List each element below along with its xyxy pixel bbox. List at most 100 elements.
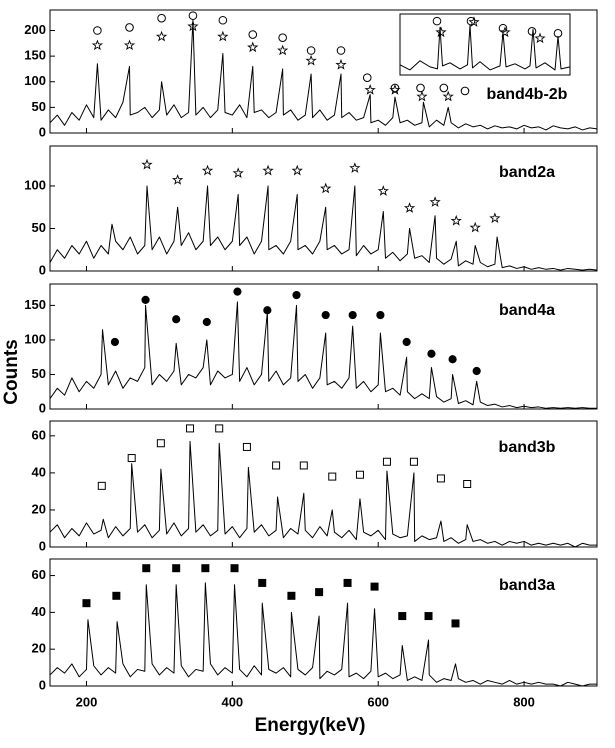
y-tick-label: 200: [24, 22, 46, 37]
y-tick-label: 100: [24, 331, 46, 346]
marker: [127, 454, 136, 463]
marker: [469, 221, 481, 233]
marker: [427, 349, 436, 358]
marker: [448, 355, 457, 364]
marker: [376, 310, 385, 320]
marker: [348, 310, 357, 320]
marker: [451, 619, 460, 628]
panel-label: band3a: [499, 577, 555, 594]
y-tick-label: 0: [39, 124, 46, 139]
marker: [202, 317, 211, 327]
marker: [499, 26, 511, 38]
y-tick-label: 0: [39, 538, 46, 553]
marker: [328, 472, 337, 481]
marker: [435, 26, 447, 38]
marker: [460, 86, 470, 96]
marker: [336, 46, 346, 55]
marker: [534, 32, 546, 44]
y-tick-label: 20: [32, 641, 46, 656]
marker: [382, 457, 391, 466]
marker: [315, 588, 324, 597]
panel-frame: [49, 558, 598, 687]
marker: [248, 30, 258, 39]
panel-frame: [49, 9, 598, 134]
marker: [125, 23, 134, 32]
marker: [232, 167, 244, 178]
marker: [335, 58, 347, 70]
marker: [364, 84, 376, 95]
marker: [278, 33, 287, 42]
panel-label: band2a: [499, 164, 555, 181]
marker: [305, 54, 317, 66]
marker: [188, 11, 198, 20]
marker: [123, 39, 136, 51]
marker: [527, 26, 537, 36]
marker: [215, 424, 224, 433]
x-tick-label: 800: [513, 694, 535, 709]
marker: [466, 16, 476, 26]
marker: [320, 182, 332, 194]
marker: [442, 90, 454, 102]
marker: [424, 612, 433, 621]
marker: [553, 29, 563, 38]
panel-frame: [49, 420, 598, 548]
marker: [489, 212, 501, 224]
marker: [370, 582, 379, 591]
marker: [233, 287, 242, 296]
marker: [172, 174, 184, 185]
marker: [93, 26, 102, 35]
marker: [110, 337, 120, 347]
spectrum-line: [49, 185, 598, 271]
marker: [91, 39, 104, 51]
panel-label: band3b: [499, 439, 556, 456]
marker: [403, 202, 416, 213]
marker: [409, 457, 418, 466]
y-tick-label: 100: [24, 73, 46, 88]
panel-label: band4a: [499, 302, 555, 319]
marker: [157, 13, 166, 23]
y-tick-label: 40: [32, 464, 46, 479]
marker: [201, 564, 210, 573]
marker: [258, 578, 267, 587]
y-tick-label: 20: [32, 501, 46, 516]
marker: [468, 16, 480, 27]
marker: [141, 158, 153, 170]
x-tick-label: 400: [221, 694, 243, 709]
y-tick-label: 60: [32, 427, 46, 442]
marker: [450, 214, 462, 226]
marker: [343, 578, 352, 587]
marker: [142, 564, 151, 573]
marker: [262, 164, 274, 176]
marker: [321, 310, 330, 320]
marker: [398, 612, 407, 621]
marker: [416, 90, 428, 102]
marker: [156, 439, 165, 448]
panel-frame: [49, 283, 598, 410]
marker: [186, 424, 195, 433]
marker: [377, 185, 389, 196]
marker: [306, 46, 316, 55]
marker: [155, 30, 168, 42]
y-tick-label: 60: [32, 567, 46, 582]
marker: [187, 20, 199, 32]
marker: [242, 442, 251, 451]
marker: [218, 15, 228, 25]
marker: [472, 366, 481, 376]
y-tick-label: 50: [32, 220, 46, 235]
y-axis-label: Counts: [1, 339, 22, 404]
marker: [272, 461, 281, 470]
x-tick-label: 600: [367, 694, 389, 709]
marker: [432, 16, 442, 26]
marker: [498, 23, 508, 33]
marker: [436, 474, 445, 483]
marker: [299, 461, 308, 470]
marker: [287, 591, 296, 600]
marker: [230, 564, 239, 573]
spectrum-line: [49, 19, 598, 131]
marker: [402, 337, 411, 347]
y-tick-label: 150: [24, 297, 46, 312]
marker: [82, 599, 91, 608]
x-tick-label: 200: [76, 694, 98, 709]
